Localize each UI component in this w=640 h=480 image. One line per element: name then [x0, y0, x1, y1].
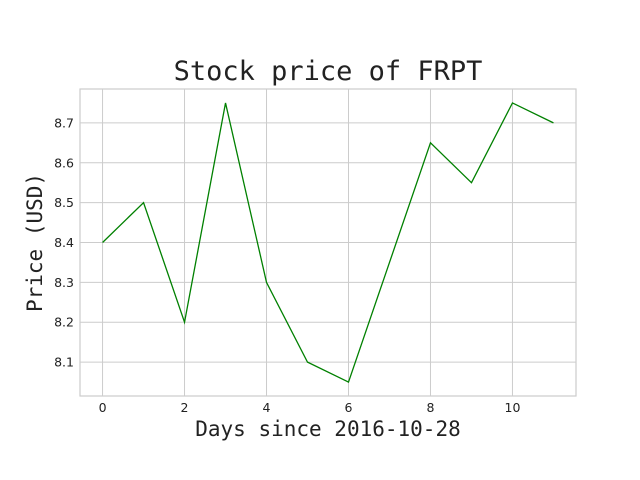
x-axis-ticks: 0 2 4 6 8 10	[99, 400, 521, 415]
plot-area-frame	[79, 88, 577, 397]
y-tick-label: 8.1	[54, 355, 74, 370]
y-tick-label: 8.6	[54, 155, 74, 170]
chart-title: Stock price of FRPT	[174, 56, 483, 87]
y-tick-label: 8.7	[54, 115, 74, 130]
x-tick-label: 6	[345, 400, 353, 415]
x-axis-label: Days since 2016-10-28	[195, 417, 461, 441]
y-tick-label: 8.3	[54, 275, 74, 290]
y-tick-label: 8.5	[54, 195, 74, 210]
x-tick-label: 8	[427, 400, 435, 415]
x-tick-label: 4	[263, 400, 271, 415]
grid	[80, 89, 576, 396]
price-line	[102, 102, 554, 383]
x-tick-label: 10	[505, 400, 521, 415]
y-axis-ticks: 8.1 8.2 8.3 8.4 8.5 8.6 8.7	[54, 115, 74, 369]
y-tick-label: 8.4	[54, 235, 74, 250]
y-axis-label: Price (USD)	[23, 173, 47, 312]
series-layer	[102, 102, 554, 383]
x-tick-label: 0	[99, 400, 107, 415]
y-tick-label: 8.2	[54, 315, 74, 330]
x-tick-label: 2	[181, 400, 189, 415]
